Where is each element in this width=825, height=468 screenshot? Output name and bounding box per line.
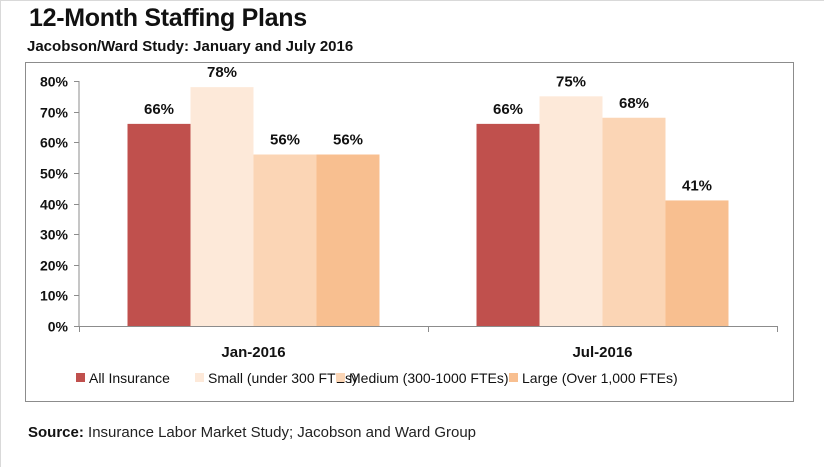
data-label: 41% [682, 177, 712, 194]
chart-title: 12-Month Staffing Plans [29, 4, 307, 32]
bar [316, 154, 380, 326]
source-note: Source: Insurance Labor Market Study; Ja… [28, 424, 476, 441]
y-tick-label: 30% [40, 227, 69, 243]
bar [602, 117, 666, 326]
y-tick-label: 0% [48, 319, 69, 335]
bar [190, 87, 254, 326]
y-tick-label: 70% [40, 105, 69, 121]
legend-label: Medium (300-1000 FTEs) [349, 370, 509, 386]
data-label: 68% [619, 95, 649, 112]
y-tick-label: 10% [40, 288, 69, 304]
source-label: Source: [28, 424, 84, 441]
source-text: Insurance Labor Market Study; Jacobson a… [88, 424, 477, 441]
legend-swatch [195, 373, 204, 382]
legend-swatch [336, 373, 345, 382]
x-category-label: Jul-2016 [572, 344, 632, 361]
x-category-label: Jan-2016 [221, 344, 285, 361]
y-tick-label: 40% [40, 197, 69, 213]
data-label: 78% [207, 64, 237, 81]
data-label: 66% [493, 101, 523, 118]
data-label: 75% [556, 73, 586, 90]
y-tick-label: 80% [40, 74, 69, 90]
y-tick-label: 60% [40, 135, 69, 151]
y-tick-label: 50% [40, 166, 69, 182]
chart-subtitle: Jacobson/Ward Study: January and July 20… [27, 38, 354, 55]
data-label: 66% [144, 101, 174, 118]
bar [253, 154, 317, 326]
legend-label: Large (Over 1,000 FTEs) [522, 370, 678, 386]
data-label: 56% [270, 132, 300, 149]
legend-label: Small (under 300 FTEs) [208, 370, 357, 386]
bar [665, 200, 729, 326]
chart-area [25, 62, 794, 402]
y-tick-label: 20% [40, 258, 69, 274]
bar [476, 123, 540, 326]
bar [127, 123, 191, 326]
legend-swatch [76, 373, 85, 382]
legend-swatch [509, 373, 518, 382]
legend-label: All Insurance [89, 370, 170, 386]
bar [539, 96, 603, 326]
data-label: 56% [333, 132, 363, 149]
